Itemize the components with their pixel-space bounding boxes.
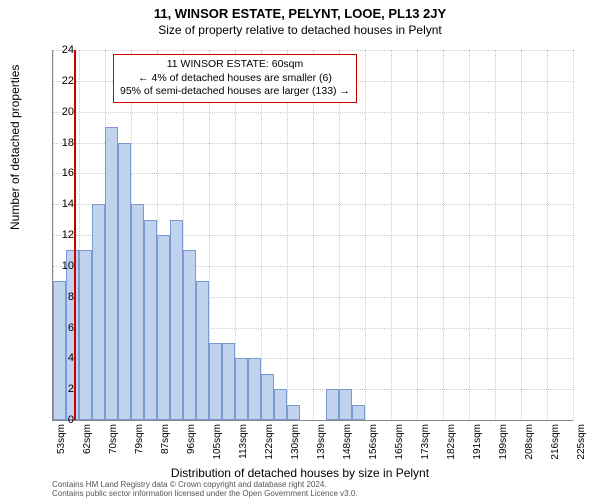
footer-line-1: Contains HM Land Registry data © Crown c… [52,480,358,489]
y-tick-label: 12 [50,229,74,241]
annotation-line-3: 95% of semi-detached houses are larger (… [120,85,350,99]
x-tick-label: 70sqm [108,424,119,454]
x-tick-label: 182sqm [446,424,457,460]
gridline-v [313,50,314,420]
histogram-bar [274,389,287,420]
histogram-bar [326,389,339,420]
gridline-v [287,50,288,420]
x-tick-label: 105sqm [212,424,223,460]
gridline-v [443,50,444,420]
histogram-bar [183,250,196,420]
gridline-v [495,50,496,420]
footer-line-2: Contains public sector information licen… [52,489,358,498]
x-tick-label: 173sqm [420,424,431,460]
gridline-v [417,50,418,420]
x-tick-label: 216sqm [550,424,561,460]
histogram-bar [248,358,261,420]
annotation-box: 11 WINSOR ESTATE: 60sqm← 4% of detached … [113,54,357,103]
y-axis-label: Number of detached properties [8,65,22,230]
histogram-bar [157,235,170,420]
chart-area: 11 WINSOR ESTATE: 60sqm← 4% of detached … [52,50,572,420]
page-title: 11, WINSOR ESTATE, PELYNT, LOOE, PL13 2J… [0,0,600,21]
x-tick-label: 165sqm [394,424,405,460]
gridline-v [339,50,340,420]
y-tick-label: 20 [50,106,74,118]
y-tick-label: 14 [50,198,74,210]
x-axis-label: Distribution of detached houses by size … [0,466,600,480]
histogram-bar [92,204,105,420]
histogram-bar [222,343,235,420]
y-tick-label: 2 [50,383,74,395]
y-tick-label: 10 [50,260,74,272]
histogram-bar [235,358,248,420]
gridline-v [573,50,574,420]
gridline-v [365,50,366,420]
x-tick-label: 156sqm [368,424,379,460]
histogram-bar [79,250,92,420]
x-tick-label: 130sqm [290,424,301,460]
reference-line [74,50,76,420]
histogram-bar [118,143,131,421]
x-tick-label: 79sqm [134,424,145,454]
x-tick-label: 113sqm [238,424,249,459]
gridline-v [469,50,470,420]
annotation-line-2: ← 4% of detached houses are smaller (6) [120,72,350,86]
histogram-bar [339,389,352,420]
histogram-bar [196,281,209,420]
gridline-v [261,50,262,420]
gridline-v [521,50,522,420]
x-tick-label: 199sqm [498,424,509,460]
x-tick-label: 225sqm [576,424,587,460]
x-tick-label: 122sqm [264,424,275,460]
page-subtitle: Size of property relative to detached ho… [0,21,600,37]
x-tick-label: 208sqm [524,424,535,460]
histogram-bar [144,220,157,420]
x-tick-label: 148sqm [342,424,353,460]
x-tick-label: 87sqm [160,424,171,454]
y-tick-label: 18 [50,137,74,149]
histogram-bar [352,405,365,420]
plot-area: 11 WINSOR ESTATE: 60sqm← 4% of detached … [52,50,573,421]
annotation-line-1: 11 WINSOR ESTATE: 60sqm [120,58,350,72]
histogram-bar [170,220,183,420]
x-tick-label: 96sqm [186,424,197,454]
x-tick-label: 191sqm [472,424,483,460]
histogram-bar [131,204,144,420]
histogram-bar [209,343,222,420]
y-tick-label: 16 [50,167,74,179]
gridline-v [391,50,392,420]
x-tick-label: 139sqm [316,424,327,460]
y-tick-label: 8 [50,291,74,303]
y-tick-label: 24 [50,44,74,56]
y-tick-label: 22 [50,75,74,87]
histogram-bar [287,405,300,420]
gridline-v [547,50,548,420]
x-tick-label: 62sqm [82,424,93,454]
y-tick-label: 6 [50,322,74,334]
histogram-bar [261,374,274,420]
footer-attribution: Contains HM Land Registry data © Crown c… [52,480,358,498]
x-tick-label: 53sqm [56,424,67,454]
y-tick-label: 4 [50,352,74,364]
histogram-bar [105,127,118,420]
